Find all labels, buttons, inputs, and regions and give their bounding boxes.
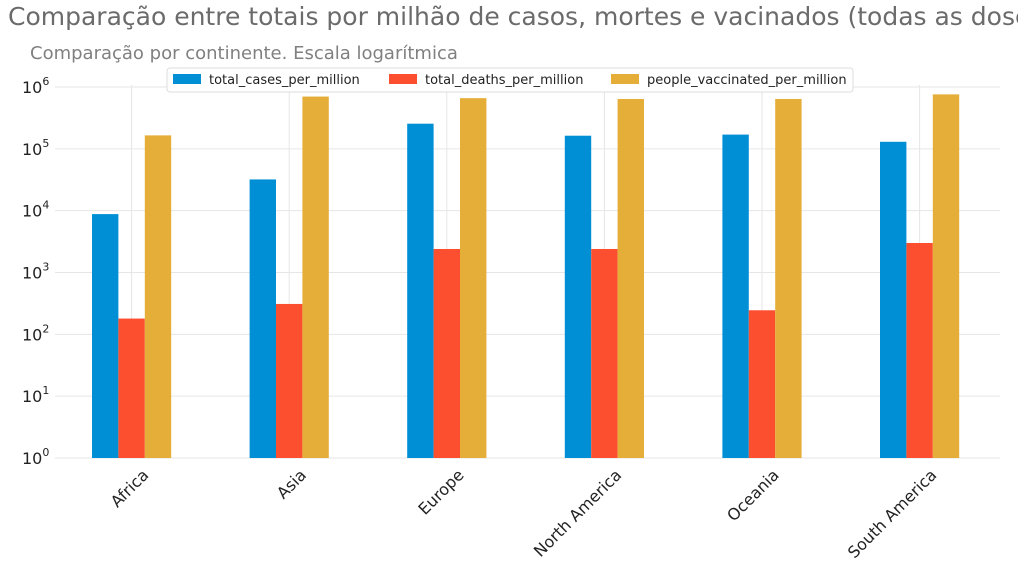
y-tick-label: 104 <box>22 199 49 221</box>
bar-total_cases_per_million-oceania <box>722 134 749 458</box>
legend-swatch <box>389 74 417 84</box>
bar-people_vaccinated_per_million-europe <box>460 98 487 458</box>
x-tick-label: Oceania <box>723 465 783 525</box>
x-tick-label: Europe <box>414 465 467 518</box>
legend-swatch <box>173 74 201 84</box>
bar-total_cases_per_million-africa <box>92 214 119 458</box>
y-tick-label: 101 <box>22 384 49 406</box>
x-tick-label: Africa <box>107 465 153 511</box>
bars <box>92 94 960 459</box>
legend: total_cases_per_million total_deaths_per_… <box>166 67 854 93</box>
chart-subtitle: Comparação por continente. Escala logarí… <box>30 43 458 64</box>
y-tick-label: 102 <box>22 322 49 344</box>
y-tick-label: 103 <box>22 261 49 283</box>
bar-people_vaccinated_per_million-oceania <box>775 98 802 459</box>
bar-total_cases_per_million-north-america <box>564 135 592 458</box>
y-tick-label: 106 <box>22 75 49 97</box>
bar-people_vaccinated_per_million-south-america <box>932 94 960 458</box>
bar-total_deaths_per_million-africa <box>118 318 145 458</box>
bar-total_deaths_per_million-europe <box>433 248 460 458</box>
grid-lines <box>55 85 1000 459</box>
x-axis-ticks: Africa Asia Europe North America Oceania Sout… <box>107 465 941 562</box>
bar-total_deaths_per_million-north-america <box>591 248 618 458</box>
x-tick-label: South America <box>844 465 941 562</box>
bar-people_vaccinated_per_million-north-america <box>617 98 644 459</box>
bar-total_deaths_per_million-oceania <box>748 310 776 458</box>
y-tick-label: 105 <box>22 137 49 159</box>
bar-total_cases_per_million-europe <box>407 123 434 458</box>
bar-total_deaths_per_million-asia <box>276 303 303 458</box>
bar-total_cases_per_million-asia <box>249 179 276 458</box>
bar-people_vaccinated_per_million-asia <box>302 96 329 459</box>
chart-title: Comparação entre totais por milhão de ca… <box>8 2 1018 31</box>
legend-box <box>166 67 854 93</box>
bar-total_cases_per_million-south-america <box>880 141 907 458</box>
bar-people_vaccinated_per_million-africa <box>144 135 172 459</box>
bar-total_deaths_per_million-south-america <box>906 242 933 458</box>
legend-label: people_vaccinated_per_million <box>647 73 847 88</box>
legend-label: total_cases_per_million <box>209 73 360 88</box>
x-tick-label: Asia <box>273 465 310 502</box>
y-tick-label: 100 <box>22 446 49 468</box>
x-tick-label: North America <box>530 465 625 560</box>
legend-label: total_deaths_per_million <box>425 73 583 88</box>
legend-swatch <box>611 74 639 84</box>
y-axis-ticks: 100 101 102 103 104 105 106 <box>22 75 49 468</box>
